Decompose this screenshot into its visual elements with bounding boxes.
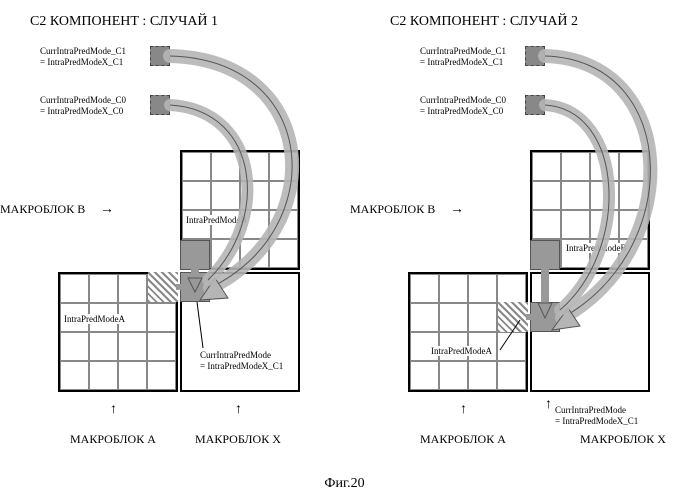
case2-title: C2 КОМПОНЕНТ : СЛУЧАЙ 2 — [390, 14, 578, 30]
modeB-cell — [180, 240, 210, 270]
c1-label: CurrIntraPredMode_C1 = IntraPredModeX_C1 — [40, 46, 126, 68]
c0-label: CurrIntraPredMode_C0 = IntraPredModeX_C0 — [40, 95, 126, 117]
c1-label2: CurrIntraPredMode_C1 = IntraPredModeX_C1 — [420, 46, 506, 68]
mb-a-arrow: ↑ — [110, 400, 117, 416]
mb-a-arrow2: ↑ — [460, 400, 467, 416]
macroblock-x2 — [530, 272, 650, 392]
mb-x-arrow: ↑ — [235, 400, 242, 416]
mb-b-arrow: → — [100, 200, 114, 216]
mb-x-label: МАКРОБЛОК X — [195, 432, 281, 447]
macroblock-a2 — [408, 272, 528, 392]
modeA-label: IntraPredModeA — [63, 314, 126, 324]
c1-box — [150, 46, 170, 66]
c0-label2: CurrIntraPredMode_C0 = IntraPredModeX_C0 — [420, 95, 506, 117]
curr-label2: CurrIntraPredMode = IntraPredModeX_C1 — [555, 405, 638, 427]
mb-b-label: МАКРОБЛОК B — [0, 202, 85, 217]
curr-cell2 — [530, 302, 560, 332]
mb-b-label2: МАКРОБЛОК B — [350, 202, 435, 217]
modeA-cell — [148, 272, 178, 302]
mb-x-arrow2: ↑ — [545, 395, 552, 411]
modeA-label2: IntraPredModeA — [430, 346, 493, 356]
curr-cell — [180, 272, 210, 302]
modeB-label: IntraPredModeB — [185, 215, 248, 225]
mb-a-label2: МАКРОБЛОК A — [420, 432, 506, 447]
c1-label-line2: = IntraPredModeX_C1 — [40, 57, 123, 67]
modeA-cell2 — [498, 302, 528, 332]
c0-box2 — [525, 95, 545, 115]
mb-a-label: МАКРОБЛОК A — [70, 432, 156, 447]
c1-label-line1: CurrIntraPredMode_C1 — [40, 46, 126, 56]
modeB-cell2 — [530, 240, 560, 270]
mb-b-arrow2: → — [450, 200, 464, 216]
c0-label-line1: CurrIntraPredMode_C0 — [40, 95, 126, 105]
c1-box2 — [525, 46, 545, 66]
modeB-label2: IntraPredModeB — [565, 243, 628, 253]
curr-label: CurrIntraPredMode = IntraPredModeX_C1 — [200, 350, 283, 372]
mb-x-label2: МАКРОБЛОК X — [580, 432, 666, 447]
c0-box — [150, 95, 170, 115]
figure-caption: Фиг.20 — [0, 476, 689, 492]
case1-title: C2 КОМПОНЕНТ : СЛУЧАЙ 1 — [30, 14, 218, 30]
c0-label-line2: = IntraPredModeX_C0 — [40, 106, 123, 116]
